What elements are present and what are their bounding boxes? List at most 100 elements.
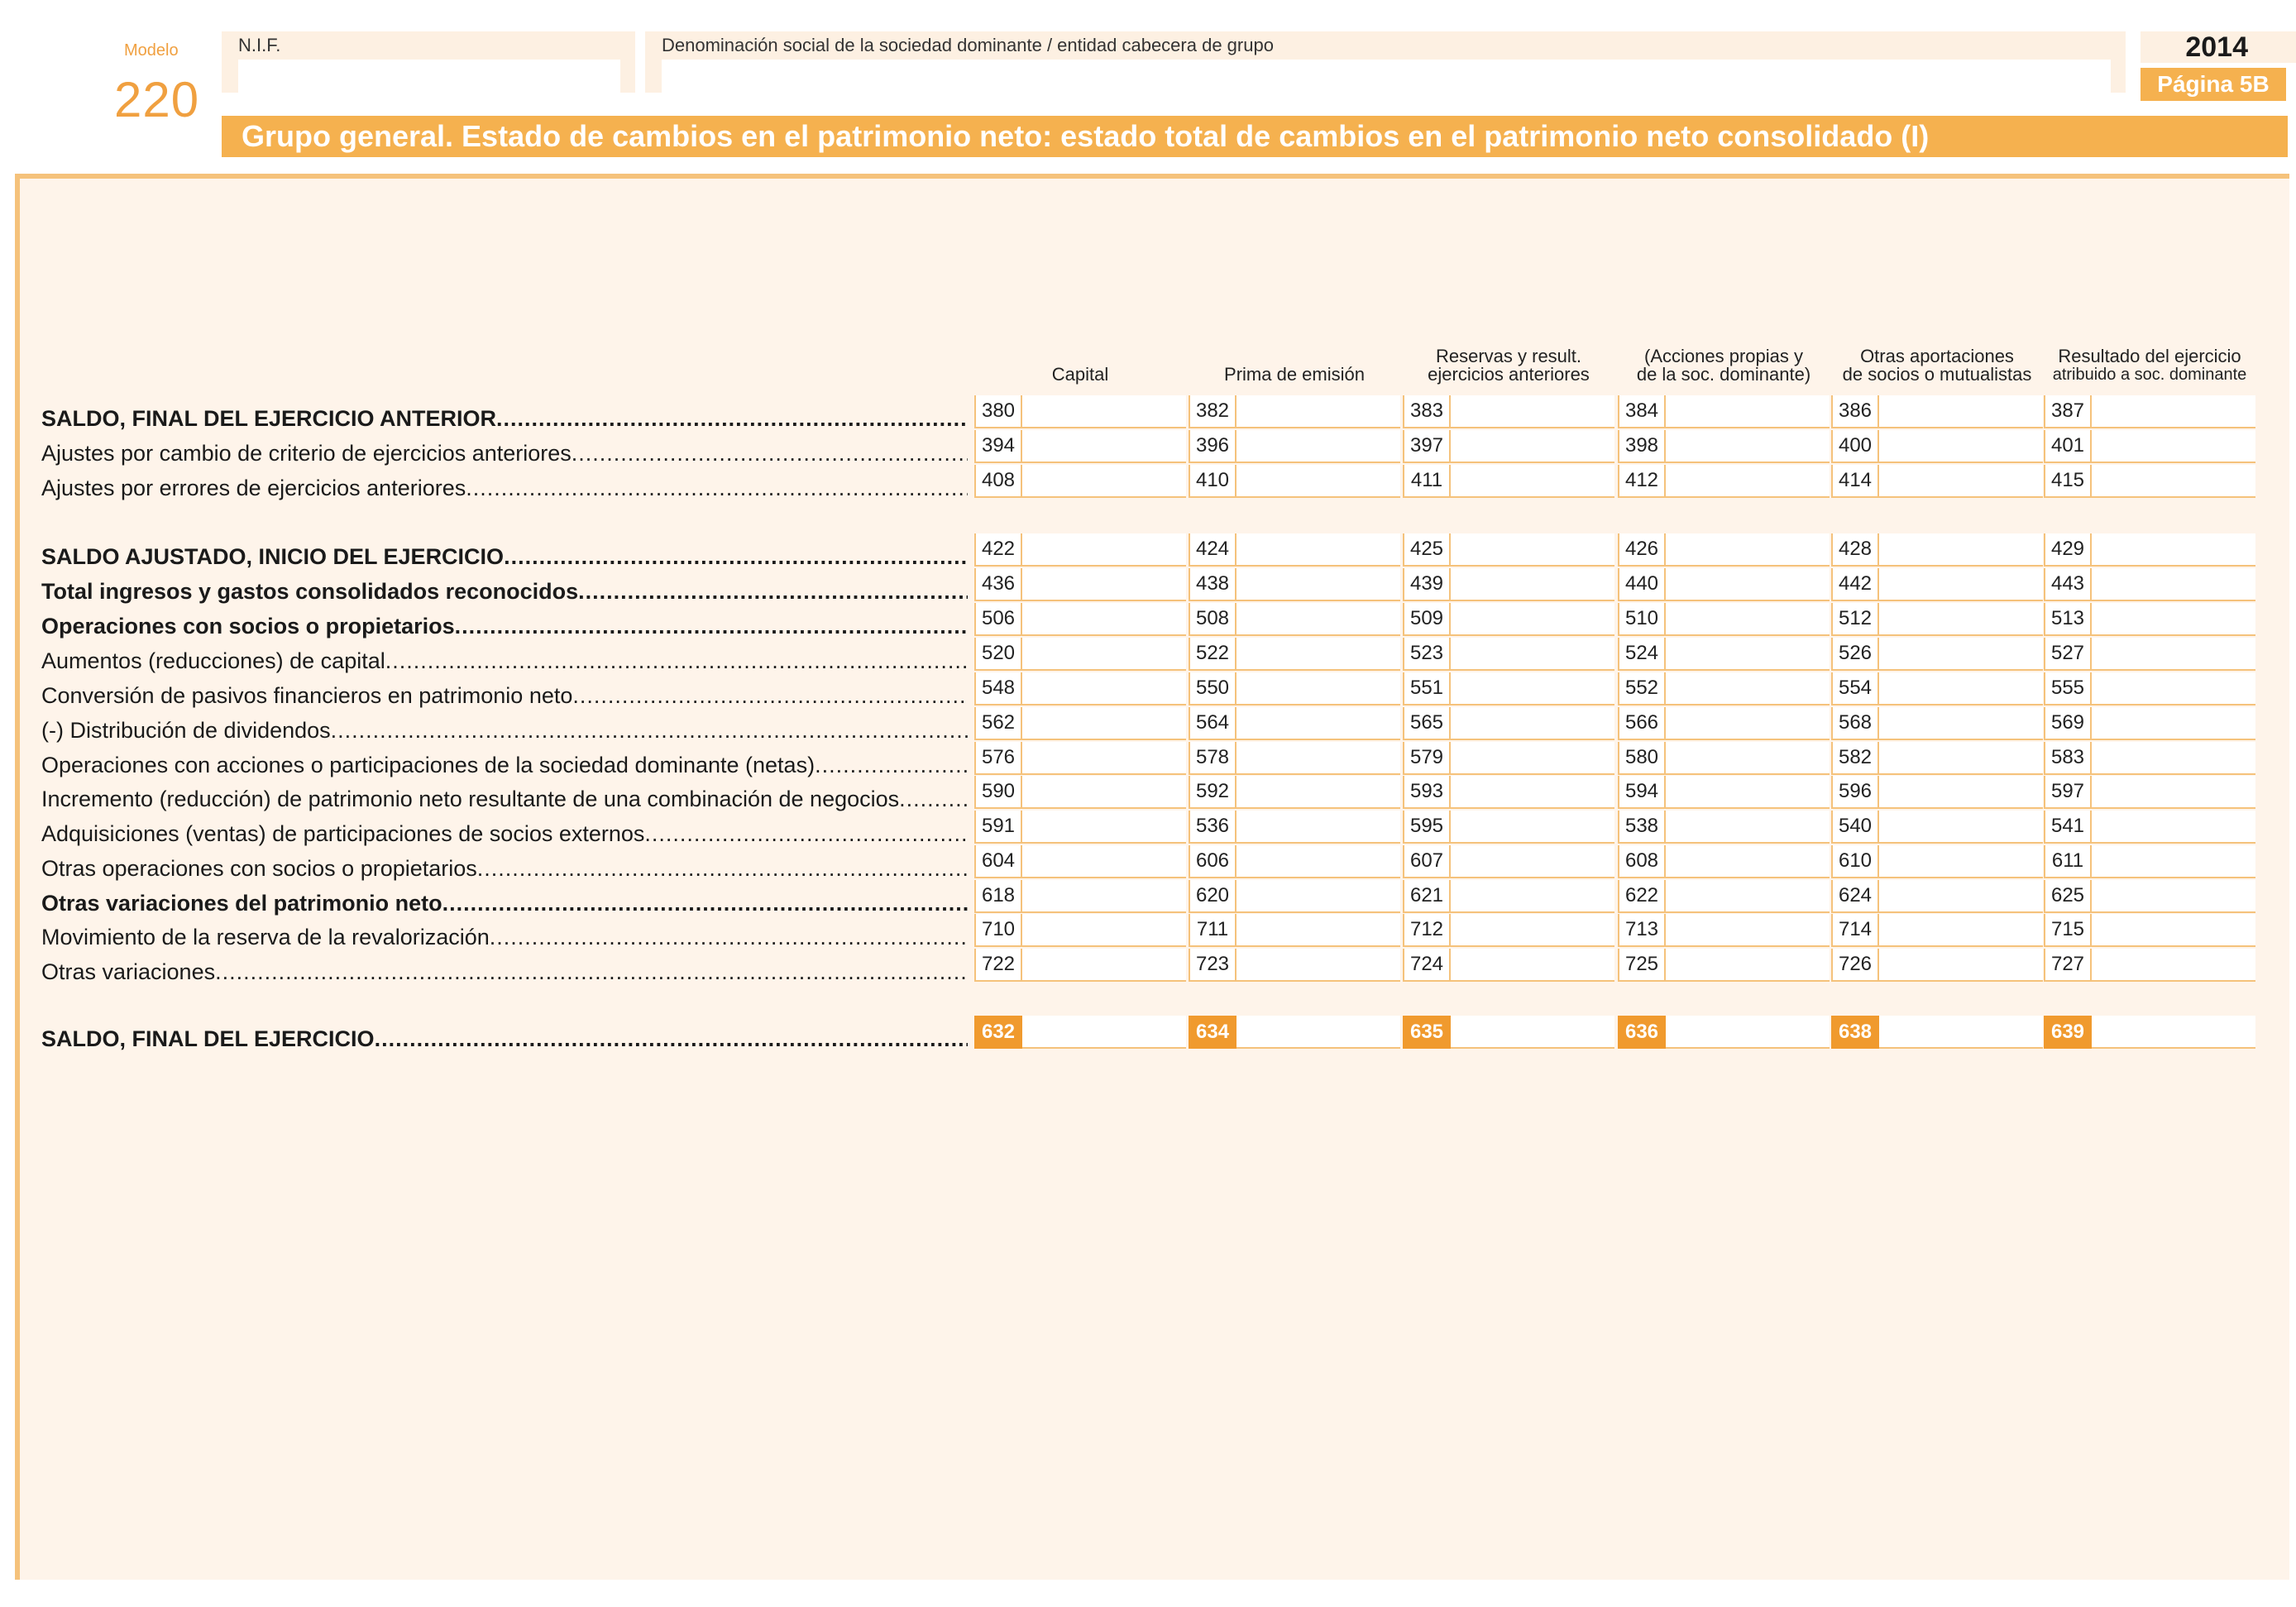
amount-cell[interactable]: 396 (1189, 430, 1400, 463)
amount-input[interactable] (1026, 849, 1183, 875)
amount-cell[interactable]: 608 (1618, 845, 1830, 878)
amount-cell[interactable]: 724 (1403, 949, 1614, 982)
amount-input[interactable] (1454, 676, 1611, 702)
amount-cell[interactable]: 710 (974, 914, 1186, 947)
amount-input[interactable] (1026, 641, 1183, 667)
amount-input[interactable] (1882, 537, 2040, 563)
amount-cell[interactable]: 564 (1189, 707, 1400, 740)
amount-cell[interactable]: 568 (1831, 707, 2043, 740)
amount-cell[interactable]: 592 (1189, 776, 1400, 809)
amount-input[interactable] (1454, 814, 1611, 840)
amount-input[interactable] (1882, 468, 2040, 495)
amount-cell[interactable]: 512 (1831, 603, 2043, 636)
amount-cell[interactable]: 569 (2044, 707, 2255, 740)
amount-input[interactable] (1454, 849, 1611, 875)
amount-input[interactable] (2095, 849, 2252, 875)
amount-input[interactable] (1026, 537, 1183, 563)
amount-cell[interactable]: 527 (2044, 638, 2255, 671)
amount-input[interactable] (1454, 710, 1611, 737)
amount-cell[interactable]: 384 (1618, 395, 1830, 428)
amount-cell[interactable]: 607 (1403, 845, 1614, 878)
amount-input[interactable] (1882, 917, 2040, 944)
amount-input[interactable] (1454, 433, 1611, 460)
amount-cell[interactable]: 414 (1831, 465, 2043, 498)
amount-input[interactable] (1454, 468, 1611, 495)
amount-cell[interactable]: 538 (1618, 811, 1830, 844)
amount-cell[interactable]: 426 (1618, 533, 1830, 567)
amount-input[interactable] (1454, 745, 1611, 772)
amount-input[interactable] (2095, 745, 2252, 772)
amount-cell[interactable]: 582 (1831, 742, 2043, 775)
amount-input[interactable] (1240, 641, 1397, 667)
amount-input[interactable] (1669, 849, 1826, 875)
amount-cell[interactable]: 522 (1189, 638, 1400, 671)
amount-cell[interactable]: 604 (974, 845, 1186, 878)
amount-cell[interactable]: 595 (1403, 811, 1614, 844)
amount-input[interactable] (2095, 883, 2252, 910)
amount-cell[interactable]: 611 (2044, 845, 2255, 878)
amount-input[interactable] (1669, 572, 1826, 598)
amount-input[interactable] (1454, 779, 1611, 806)
amount-input[interactable] (1026, 745, 1183, 772)
amount-input[interactable] (2095, 399, 2252, 425)
amount-input[interactable] (1454, 641, 1611, 667)
amount-cell[interactable]: 440 (1618, 568, 1830, 601)
amount-input[interactable] (2095, 468, 2252, 495)
amount-input[interactable] (1882, 572, 2040, 598)
amount-cell[interactable]: 438 (1189, 568, 1400, 601)
amount-input[interactable] (2095, 676, 2252, 702)
amount-cell[interactable]: 726 (1831, 949, 2043, 982)
amount-cell[interactable]: 593 (1403, 776, 1614, 809)
amount-input[interactable] (1454, 572, 1611, 598)
amount-input[interactable] (1882, 814, 2040, 840)
amount-cell[interactable]: 425 (1403, 533, 1614, 567)
amount-input[interactable] (1669, 917, 1826, 944)
amount-cell[interactable]: 410 (1189, 465, 1400, 498)
amount-input[interactable] (1240, 468, 1397, 495)
amount-cell[interactable]: 408 (974, 465, 1186, 498)
amount-input[interactable] (1669, 399, 1826, 425)
amount-input[interactable] (2095, 814, 2252, 840)
amount-cell[interactable]: 594 (1618, 776, 1830, 809)
amount-input[interactable] (1882, 883, 2040, 910)
amount-cell[interactable]: 562 (974, 707, 1186, 740)
amount-cell[interactable]: 725 (1618, 949, 1830, 982)
amount-cell[interactable]: 541 (2044, 811, 2255, 844)
amount-input[interactable] (1669, 468, 1826, 495)
amount-cell[interactable]: 386 (1831, 395, 2043, 428)
amount-cell[interactable]: 424 (1189, 533, 1400, 567)
amount-cell[interactable]: 576 (974, 742, 1186, 775)
amount-input[interactable] (1240, 433, 1397, 460)
amount-cell[interactable]: 422 (974, 533, 1186, 567)
amount-cell[interactable]: 722 (974, 949, 1186, 982)
amount-cell[interactable]: 634 (1189, 1016, 1400, 1049)
amount-cell[interactable]: 618 (974, 880, 1186, 913)
amount-cell[interactable]: 552 (1618, 672, 1830, 705)
amount-cell[interactable]: 526 (1831, 638, 2043, 671)
denominacion-input[interactable] (662, 60, 2111, 93)
amount-cell[interactable]: 548 (974, 672, 1186, 705)
amount-cell[interactable]: 523 (1403, 638, 1614, 671)
amount-cell[interactable]: 632 (974, 1016, 1186, 1049)
amount-input[interactable] (1240, 745, 1397, 772)
amount-input[interactable] (2095, 641, 2252, 667)
amount-input[interactable] (1669, 1019, 1826, 1045)
amount-cell[interactable]: 412 (1618, 465, 1830, 498)
amount-cell[interactable]: 596 (1831, 776, 2043, 809)
amount-input[interactable] (2095, 917, 2252, 944)
amount-cell[interactable]: 439 (1403, 568, 1614, 601)
amount-input[interactable] (1240, 849, 1397, 875)
amount-input[interactable] (1454, 917, 1611, 944)
amount-cell[interactable]: 510 (1618, 603, 1830, 636)
amount-cell[interactable]: 714 (1831, 914, 2043, 947)
amount-cell[interactable]: 715 (2044, 914, 2255, 947)
amount-cell[interactable]: 400 (1831, 430, 2043, 463)
amount-cell[interactable]: 429 (2044, 533, 2255, 567)
amount-input[interactable] (1882, 849, 2040, 875)
amount-input[interactable] (1669, 606, 1826, 633)
amount-input[interactable] (2095, 606, 2252, 633)
amount-cell[interactable]: 635 (1403, 1016, 1614, 1049)
amount-input[interactable] (1454, 399, 1611, 425)
amount-input[interactable] (2095, 779, 2252, 806)
amount-input[interactable] (1882, 641, 2040, 667)
